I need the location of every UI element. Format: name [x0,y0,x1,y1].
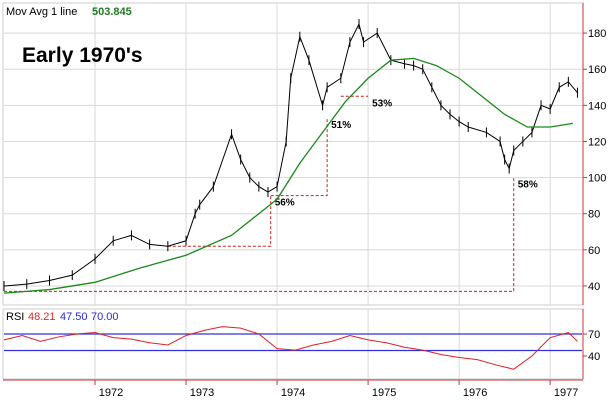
drawdown-label: 53% [372,98,392,109]
x-tick-label: 1976 [463,387,487,399]
chart-title-annotation: Early 1970's [22,44,143,67]
rsi-series [3,326,578,370]
x-tick-label: 1972 [99,387,123,399]
x-tick-label: 1977 [554,387,578,399]
drawdown-guide-line [270,117,328,197]
price-y-tick-label: 160 [588,64,606,76]
rsi-line [3,326,578,370]
rsi-header-value-1: 48.21 [28,311,56,323]
price-header-value: 503.845 [92,6,132,18]
price-y-tick-labels: 40 60 80 100 120 140 160 180 [583,28,606,293]
rsi-y-tick-label: 40 [588,351,600,363]
price-y-tick-label: 100 [588,173,606,185]
rsi-header-value-2: 47.50 [60,311,88,323]
moving-average-line [3,57,573,294]
drawdown-guide-line [4,177,515,292]
x-tick-label: 1975 [372,387,396,399]
price-series [3,19,578,294]
drawdown-guide-line [167,195,272,247]
x-tick-label: 1973 [190,387,214,399]
price-y-tick-label: 60 [588,245,600,257]
price-y-tick-label: 140 [588,100,606,112]
drawdown-label: 56% [275,198,295,209]
x-tick-labels: 1972 1973 1974 1975 1976 1977 [94,380,578,399]
price-y-tick-label: 180 [588,28,606,40]
drawdown-annotations: 56% 51% 53% 58% [4,95,538,292]
rsi-header-label: RSI [6,311,24,323]
price-y-tick-label: 40 [588,281,600,293]
price-y-tick-label: 120 [588,136,606,148]
rsi-y-tick-label: 70 [588,329,600,341]
price-y-tick-label: 80 [588,209,600,221]
rsi-header-value-3: 70.00 [91,311,119,323]
drawdown-label: 51% [331,120,351,131]
x-tick-label: 1974 [281,387,305,399]
rsi-y-tick-labels: 40 70 [583,329,600,363]
drawdown-label: 58% [518,180,538,191]
price-header-label: Mov Avg 1 line [6,6,77,18]
